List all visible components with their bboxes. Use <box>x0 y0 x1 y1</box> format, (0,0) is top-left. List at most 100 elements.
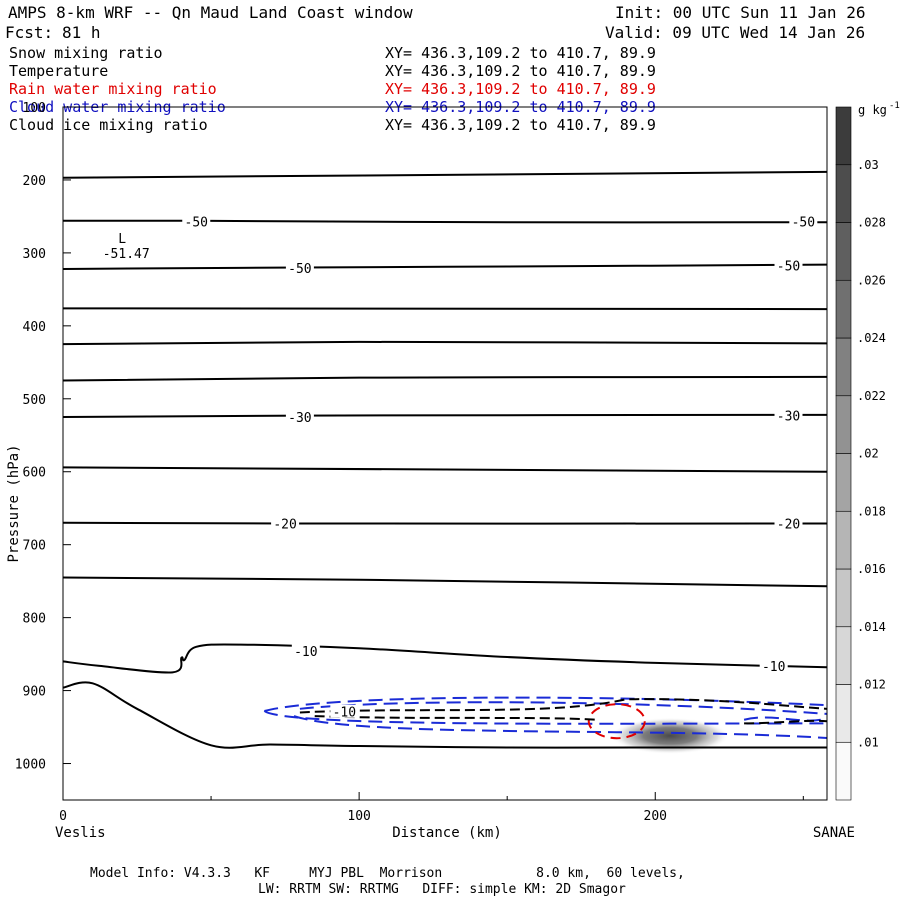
isotherm-label-bg-7 <box>774 516 803 530</box>
colorbar-unit-exponent: -1 <box>889 101 900 111</box>
low-marker-value: -51.47 <box>103 247 150 262</box>
colorbar-tick-label-3: .016 <box>857 562 886 576</box>
x-tick-label-200: 200 <box>644 809 667 824</box>
isotherm-label-bg-6 <box>271 516 300 530</box>
plot-title: AMPS 8-km WRF -- Qn Maud Land Coast wind… <box>8 3 413 22</box>
colorbar-segment-2 <box>835 626 852 685</box>
forecast-label: Fcst: <box>5 23 54 42</box>
y-tick-label-100: 100 <box>23 101 46 116</box>
temperature-isotherm-8 <box>62 521 828 525</box>
temperature-isotherm-0 <box>62 170 828 179</box>
colorbar-tick-label-5: .02 <box>857 447 879 461</box>
legend-xy-rain: XY= 436.3,109.2 to 410.7, 89.9 <box>385 80 656 98</box>
cloud-water-contour-4 <box>743 716 828 722</box>
temperature-isotherm-9 <box>62 576 828 588</box>
colorbar-tick-label-9: .028 <box>857 216 886 230</box>
end-location-label: SANAE <box>813 825 855 841</box>
colorbar-tick-label-7: .024 <box>857 331 886 345</box>
isotherm-label-bg-4 <box>285 410 314 424</box>
isotherm-label-7: -20 <box>777 518 800 533</box>
isotherm-label-bg-1 <box>789 214 818 228</box>
temperature-isotherm-10 <box>62 643 828 674</box>
y-tick-label-700: 700 <box>23 539 46 554</box>
x-tick-label-100: 100 <box>347 809 370 824</box>
legend-xy-cloud-ice: XY= 436.3,109.2 to 410.7, 89.9 <box>385 116 656 134</box>
temperature-isotherm-5 <box>62 375 828 382</box>
y-tick-label-800: 800 <box>23 612 46 627</box>
cloud-ice-contour-2 <box>744 719 828 725</box>
y-tick-label-200: 200 <box>23 174 46 189</box>
init-time: Init: 00 UTC Sun 11 Jan 26 <box>615 3 866 22</box>
valid-time: Valid: 09 UTC Wed 14 Jan 26 <box>605 23 866 42</box>
isotherm-label-8: -10 <box>294 645 317 660</box>
colorbar-segment-5 <box>835 453 852 512</box>
y-tick-label-500: 500 <box>23 393 46 408</box>
isotherm-label-1: -50 <box>792 216 815 231</box>
x-axis-label: Distance (km) <box>392 825 502 841</box>
model-info-line1: Model Info: V4.3.3 KF MYJ PBL Morrison 8… <box>90 866 685 881</box>
y-tick-label-300: 300 <box>23 247 46 262</box>
isotherm-label-bg-2 <box>285 261 314 275</box>
colorbar-segment-1 <box>835 684 852 743</box>
legend-xy-snow: XY= 436.3,109.2 to 410.7, 89.9 <box>385 44 656 62</box>
colorbar-tick-label-2: .014 <box>857 620 886 634</box>
colorbar-tick-label-1: .012 <box>857 678 886 692</box>
temperature-isotherm-6 <box>62 413 828 419</box>
legend-label-snow: Snow mixing ratio <box>9 44 163 62</box>
colorbar-segment-9 <box>835 222 852 281</box>
temperature-isotherm-1 <box>62 219 828 224</box>
rain-water-contour <box>587 703 646 740</box>
colorbar-tick-label-8: .026 <box>857 273 886 287</box>
colorbar-tick-label-10: .03 <box>857 158 879 172</box>
low-marker-letter: L <box>118 232 126 247</box>
temperature-isotherm-11 <box>62 681 827 749</box>
y-tick-label-400: 400 <box>23 320 46 335</box>
colorbar-tick-label-0: .01 <box>857 735 879 749</box>
colorbar-segment-4 <box>835 510 852 570</box>
colorbar-segment-10 <box>835 164 852 223</box>
legend-xy-temperature: XY= 436.3,109.2 to 410.7, 89.9 <box>385 62 656 80</box>
start-location-label: Veslis <box>55 825 106 841</box>
isotherm-label-2: -50 <box>288 262 311 277</box>
colorbar-tick-label-6: .022 <box>857 389 886 403</box>
forecast-hour: 81 h <box>62 23 101 42</box>
isotherm-label-bg-10 <box>330 704 359 718</box>
isotherm-label-5: -30 <box>777 410 800 425</box>
isotherm-label-bg-8 <box>291 644 320 658</box>
isotherm-label-9: -10 <box>762 660 785 675</box>
legend-label-cloud-ice: Cloud ice mixing ratio <box>9 116 208 134</box>
colorbar-segment-3 <box>835 568 852 628</box>
colorbar-segment-8 <box>835 279 852 339</box>
y-tick-label-600: 600 <box>23 466 46 481</box>
y-tick-label-900: 900 <box>23 685 46 700</box>
isotherm-label-3: -50 <box>777 259 800 274</box>
legend-label-rain: Rain water mixing ratio <box>9 80 217 98</box>
y-tick-label-1000: 1000 <box>15 758 46 773</box>
plot-frame <box>62 106 828 801</box>
snow-mixing-ratio-shading <box>610 717 730 755</box>
colorbar-segment-7 <box>835 337 852 397</box>
isotherm-label-6: -20 <box>273 518 296 533</box>
colorbar-segment-6 <box>835 395 852 454</box>
model-info-line2: LW: RRTM SW: RRTMG DIFF: simple KM: 2D S… <box>258 882 626 897</box>
isotherm-label-bg-5 <box>774 408 803 422</box>
temperature-isotherm-2 <box>62 263 828 270</box>
colorbar-segment-11 <box>835 106 852 166</box>
cloud-water-contour-1 <box>263 710 828 725</box>
cloud-ice-contour-0 <box>299 698 828 714</box>
temperature-isotherm-4 <box>62 340 828 346</box>
isotherm-label-bg-0 <box>182 214 211 228</box>
y-axis-label: Pressure (hPa) <box>6 444 22 562</box>
temperature-isotherm-7 <box>62 466 828 473</box>
isotherm-label-10: -10 <box>333 706 356 721</box>
isotherm-label-bg-9 <box>759 658 788 672</box>
isotherm-label-bg-3 <box>774 258 803 272</box>
legend-label-temperature: Temperature <box>9 62 109 80</box>
colorbar-segment-0 <box>835 741 852 801</box>
colorbar-tick-label-4: .018 <box>857 504 886 518</box>
temperature-isotherm-3 <box>62 307 828 311</box>
x-tick-label-0: 0 <box>59 809 67 824</box>
colorbar-unit: g kg <box>858 103 887 117</box>
cloud-ice-contour-1 <box>314 715 597 721</box>
